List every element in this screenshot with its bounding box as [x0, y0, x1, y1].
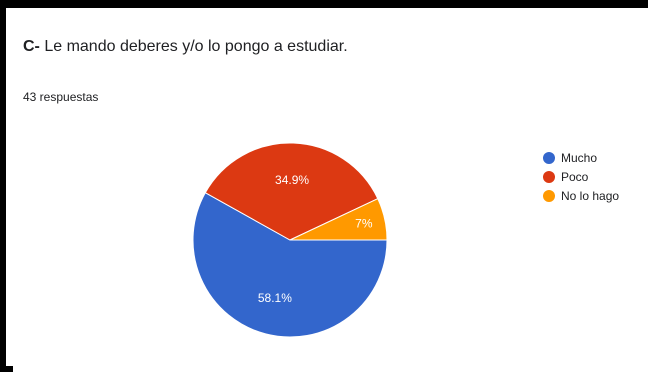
legend-dot-icon	[543, 189, 555, 202]
legend-label: Poco	[561, 169, 589, 184]
slice-label-mucho: 58.1%	[258, 291, 292, 305]
legend-item-poco[interactable]: Poco	[543, 167, 619, 186]
slice-label-no-lo-hago: 7%	[355, 216, 373, 230]
pie-slice-mucho[interactable]	[192, 192, 388, 338]
chart-legend: Mucho Poco No lo hago	[543, 148, 619, 205]
question-title: C- Le mando deberes y/o lo pongo a estud…	[23, 38, 348, 56]
slice-label-poco: 34.9%	[275, 173, 309, 187]
legend-label: No lo hago	[561, 188, 620, 203]
question-text: Le mando deberes y/o lo pongo a estudiar…	[39, 38, 348, 55]
pie-slice-poco[interactable]	[204, 142, 379, 241]
pie-slice-no-lo-hago[interactable]	[289, 198, 388, 241]
legend-item-no-lo-hago[interactable]: No lo hago	[543, 186, 619, 205]
legend-dot-icon	[543, 151, 555, 164]
legend-dot-icon	[543, 170, 555, 183]
response-count: 43 respuestas	[23, 90, 99, 104]
question-card: C- Le mando deberes y/o lo pongo a estud…	[13, 8, 648, 372]
legend-label: Mucho	[561, 150, 598, 165]
question-prefix: C-	[23, 38, 40, 55]
pie-chart: 58.1% 34.9% 7%	[192, 142, 388, 338]
legend-item-mucho[interactable]: Mucho	[543, 148, 619, 167]
